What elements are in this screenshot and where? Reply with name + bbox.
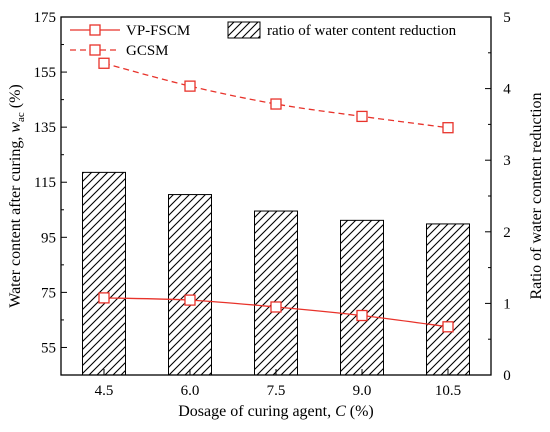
series-line-gcsm bbox=[103, 62, 449, 129]
point-gcsm-10.5 bbox=[442, 122, 454, 134]
bar-ratio-7.5 bbox=[254, 210, 298, 376]
point-gcsm-9.0 bbox=[356, 110, 368, 123]
x-tick-label-6.0: 6.0 bbox=[181, 383, 200, 399]
y-axis-title-right: Ratio of water content reduction bbox=[528, 92, 545, 299]
y-right-tick-label-4: 4 bbox=[503, 82, 511, 98]
legend-swatch-ratio bbox=[227, 21, 261, 39]
x-tick-label-9.0: 9.0 bbox=[353, 383, 372, 399]
x-tick-label-4.5: 4.5 bbox=[95, 383, 114, 399]
point-vp-fscm-6.0 bbox=[184, 294, 196, 306]
legend-marker-vp-fscm bbox=[89, 24, 101, 36]
y-left-tick-label-95: 95 bbox=[41, 230, 56, 246]
y-left-tick-label-155: 155 bbox=[34, 65, 57, 81]
y-left-tick-label-115: 115 bbox=[34, 175, 56, 191]
y-right-tick-label-2: 2 bbox=[503, 225, 511, 241]
y-left-tick-label-55: 55 bbox=[41, 340, 56, 356]
x-axis-title: Dosage of curing agent, C (%) bbox=[178, 403, 374, 420]
y-right-tick-label-3: 3 bbox=[503, 153, 511, 169]
bar-ratio-10.5 bbox=[426, 223, 470, 376]
y-left-tick-label-75: 75 bbox=[41, 285, 56, 301]
y-right-tick-label-0: 0 bbox=[503, 368, 511, 384]
y-right-tick-label-1: 1 bbox=[503, 296, 511, 312]
y-left-tick-label-135: 135 bbox=[34, 120, 57, 136]
y-axis-title-left: Water content after curing, wac (%) bbox=[7, 84, 27, 308]
legend: VP-FSCM GCSM ratio of water content redu… bbox=[70, 21, 457, 59]
bar-ratio-4.5 bbox=[82, 171, 126, 376]
y-left-tick-label-175: 175 bbox=[34, 10, 57, 26]
point-vp-fscm-10.5 bbox=[442, 321, 454, 333]
point-gcsm-4.5 bbox=[98, 57, 110, 69]
x-tick-label-10.5: 10.5 bbox=[435, 383, 461, 399]
legend-label-gcsm: GCSM bbox=[126, 43, 169, 59]
x-tick-label-7.5: 7.5 bbox=[267, 383, 286, 399]
legend-label-ratio: ratio of water content reduction bbox=[267, 23, 457, 39]
legend-marker-gcsm bbox=[89, 44, 101, 56]
point-vp-fscm-7.5 bbox=[270, 301, 282, 313]
bar-ratio-6.0 bbox=[168, 194, 212, 376]
bar-ratio-9.0 bbox=[340, 219, 384, 376]
point-gcsm-6.0 bbox=[184, 80, 196, 92]
point-gcsm-7.5 bbox=[270, 98, 282, 110]
y-right-tick-label-5: 5 bbox=[503, 10, 511, 26]
point-vp-fscm-4.5 bbox=[98, 292, 110, 304]
point-vp-fscm-9.0 bbox=[356, 309, 368, 322]
legend-label-vp-fscm: VP-FSCM bbox=[126, 23, 190, 39]
